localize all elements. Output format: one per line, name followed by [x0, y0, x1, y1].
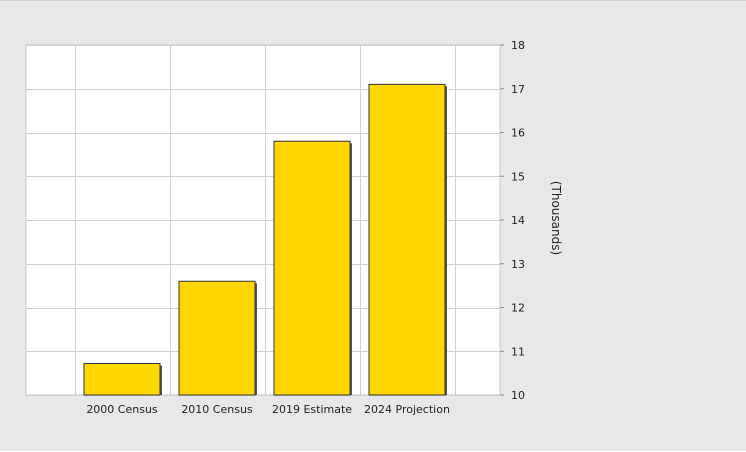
bar-2019-estimate — [273, 140, 352, 396]
y-tick-label-13: 13 — [511, 258, 525, 271]
y-tick-label-10: 10 — [511, 389, 525, 402]
y-axis-ticks: 10 11 12 13 14 15 16 17 18 — [500, 39, 525, 402]
y-tick-label-17: 17 — [511, 83, 525, 96]
x-tick-label-2010-census: 2010 Census — [181, 403, 253, 416]
y-tick-label-16: 16 — [511, 127, 525, 140]
y-tick-label-11: 11 — [511, 345, 525, 358]
bar-fill — [83, 363, 161, 396]
bar-2000-census — [83, 363, 162, 396]
bar-fill — [273, 140, 351, 396]
bar-fill — [178, 280, 256, 396]
y-tick-label-12: 12 — [511, 302, 525, 315]
y-tick-label-15: 15 — [511, 170, 525, 183]
bar-2024-projection — [368, 83, 447, 396]
x-tick-label-2019-estimate: 2019 Estimate — [272, 403, 352, 416]
x-axis-labels: 2000 Census 2010 Census 2019 Estimate 2024 … — [86, 403, 450, 416]
x-tick-label-2000-census: 2000 Census — [86, 403, 158, 416]
y-axis-title: (Thousands) — [549, 181, 563, 255]
x-tick-label-2024-projection: 2024 Projection — [364, 403, 450, 416]
y-tick-label-14: 14 — [511, 214, 525, 227]
bar-2010-census — [178, 280, 257, 396]
y-tick-label-18: 18 — [511, 39, 525, 52]
bars — [83, 83, 447, 396]
bar-fill — [368, 83, 446, 396]
